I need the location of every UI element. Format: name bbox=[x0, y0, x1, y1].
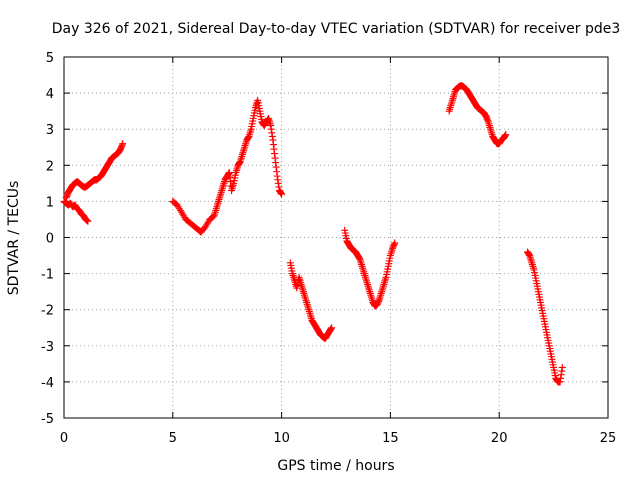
series-arc3 bbox=[286, 259, 336, 343]
data-point bbox=[278, 190, 286, 198]
series-arc1b bbox=[62, 140, 127, 202]
series-arc2 bbox=[169, 96, 286, 236]
data-point bbox=[502, 131, 510, 139]
y-tick-label: -5 bbox=[41, 412, 54, 427]
x-axis-label: GPS time / hours bbox=[277, 458, 394, 474]
x-tick-label: 25 bbox=[600, 431, 617, 446]
y-tick-label: 3 bbox=[46, 123, 54, 138]
x-tick-label: 0 bbox=[60, 431, 68, 446]
x-tick-label: 20 bbox=[491, 431, 508, 446]
x-tick-label: 15 bbox=[382, 431, 399, 446]
series-arc1a bbox=[60, 197, 92, 225]
series-arc6 bbox=[523, 248, 566, 386]
y-tick-label: -1 bbox=[41, 268, 54, 283]
y-tick-label: -2 bbox=[41, 304, 54, 319]
y-tick-label: 5 bbox=[46, 51, 54, 66]
data-point bbox=[558, 363, 566, 371]
y-tick-label: -3 bbox=[41, 340, 54, 355]
y-tick-label: 4 bbox=[46, 87, 54, 102]
y-axis-label: SDTVAR / TECUs bbox=[6, 181, 22, 296]
series-arc5 bbox=[445, 82, 510, 148]
x-tick-label: 10 bbox=[273, 431, 290, 446]
data-points bbox=[60, 82, 566, 386]
data-point bbox=[391, 239, 399, 247]
grid-lines bbox=[64, 57, 608, 418]
y-tick-label: -4 bbox=[41, 376, 54, 391]
y-tick-label: 2 bbox=[46, 159, 54, 174]
y-tick-label: 0 bbox=[46, 232, 54, 247]
tick-labels: 0 5 10 15 20 25 -5 -4 -3 -2 -1 0 1 2 3 4 5 bbox=[41, 51, 616, 446]
series-arc4 bbox=[341, 226, 399, 310]
y-tick-label: 1 bbox=[46, 195, 54, 210]
chart-title: Day 326 of 2021, Sidereal Day-to-day VTE… bbox=[52, 21, 621, 37]
data-point bbox=[84, 217, 92, 225]
data-point bbox=[328, 324, 336, 332]
x-tick-label: 5 bbox=[169, 431, 177, 446]
plot-frame bbox=[63, 56, 609, 419]
data-point bbox=[119, 140, 127, 148]
